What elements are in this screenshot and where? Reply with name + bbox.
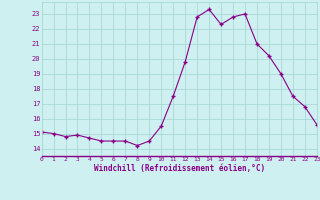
X-axis label: Windchill (Refroidissement éolien,°C): Windchill (Refroidissement éolien,°C)	[94, 164, 265, 173]
